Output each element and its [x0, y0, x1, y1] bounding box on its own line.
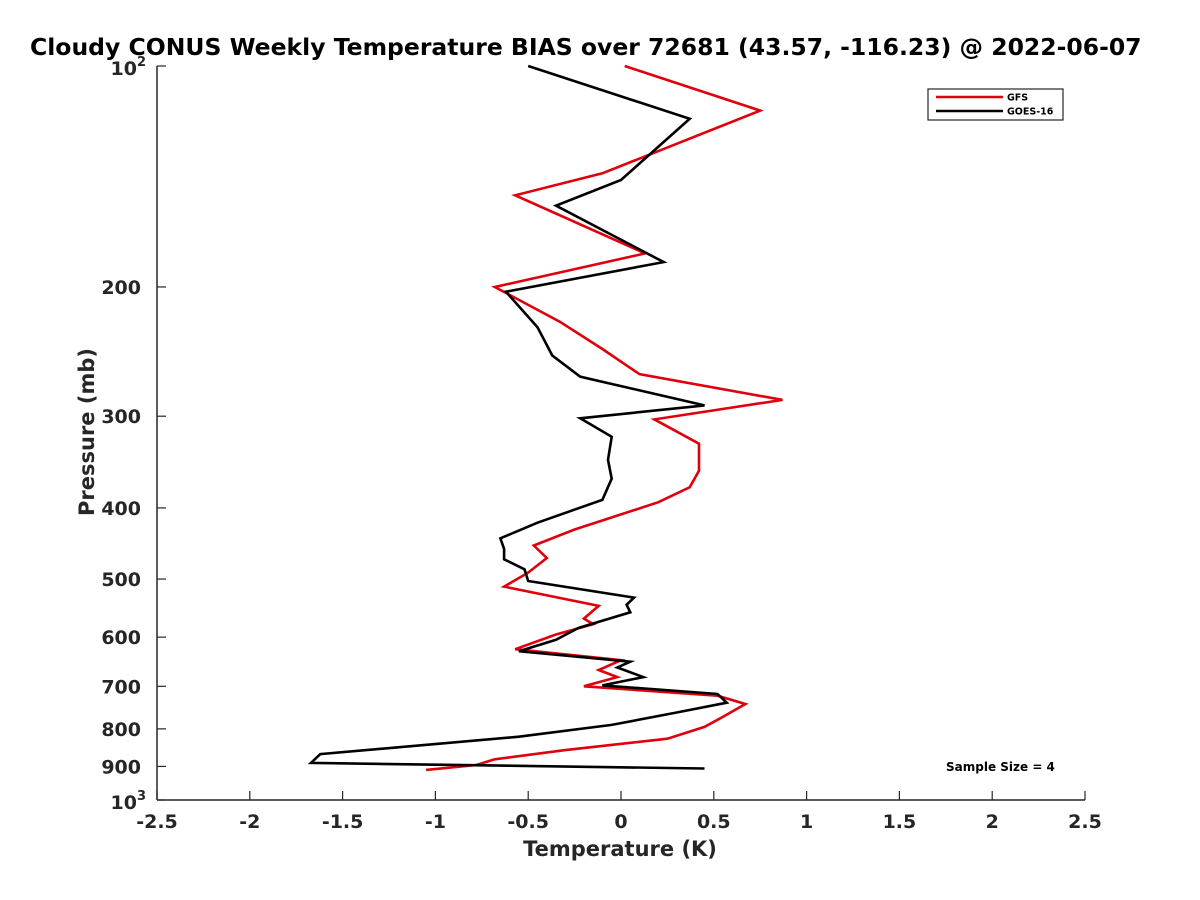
legend: GFS GOES-16	[927, 88, 1064, 121]
y-tick-label: 300	[101, 406, 141, 428]
x-tick-label: 0.5	[697, 811, 731, 833]
x-tick-label: 1	[800, 811, 813, 833]
x-tick-label: -2	[239, 811, 260, 833]
y-tick-label: 500	[101, 569, 141, 591]
x-tick-label: 1.5	[883, 811, 917, 833]
y-axis-label: Pressure (mb)	[75, 348, 99, 516]
y-tick-label: 900	[101, 756, 141, 778]
y-tick-label: 103	[111, 789, 147, 814]
x-axis-label: Temperature (K)	[523, 837, 717, 861]
legend-box	[927, 88, 1064, 121]
x-tick-label: -1	[425, 811, 446, 833]
y-tick-label: 400	[101, 498, 141, 520]
x-tick-label: 2.5	[1068, 811, 1102, 833]
x-tick-label: -1.5	[322, 811, 364, 833]
legend-label: GOES-16	[1007, 107, 1054, 118]
y-tick-label: 102	[111, 55, 147, 80]
y-tick-label: 700	[101, 676, 141, 698]
y-tick-label: 600	[101, 627, 141, 649]
x-tick-label: -0.5	[507, 811, 549, 833]
series-layer	[307, 64, 783, 772]
chart-title: Cloudy CONUS Weekly Temperature BIAS ove…	[30, 33, 1142, 61]
x-tick-label: 2	[986, 811, 999, 833]
legend-label: GFS	[1007, 93, 1028, 104]
series-line-goes-16	[307, 64, 730, 770]
x-tick-label: -2.5	[136, 811, 178, 833]
y-tick-label: 200	[101, 277, 141, 299]
axes: -2.5 -2 -1.5 -1 -0.5 0 0.5 1 1.5 2 2.5 102 200 300 400…	[101, 55, 1102, 833]
x-tick-label: 0	[614, 811, 627, 833]
sample-size-annotation: Sample Size = 4	[946, 760, 1055, 774]
series-line-gfs	[425, 64, 783, 772]
y-tick-label: 800	[101, 719, 141, 741]
